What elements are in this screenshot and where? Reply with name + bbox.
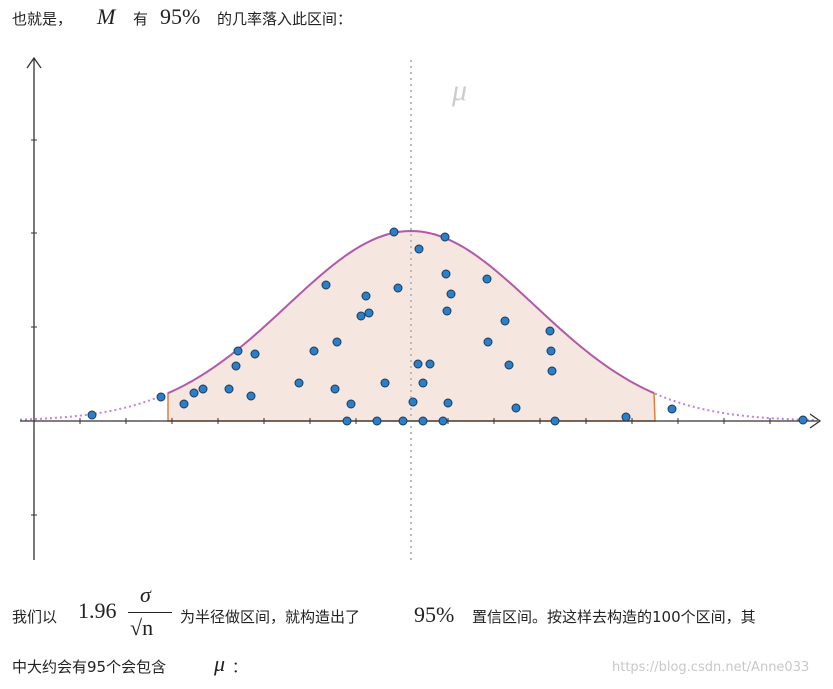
sample-point: [621, 412, 631, 422]
sample-point: [483, 337, 493, 347]
sample-point: [346, 399, 356, 409]
sample-point: [443, 398, 453, 408]
math: M: [97, 4, 116, 29]
mu-label: μ: [451, 74, 467, 107]
math: μ: [214, 651, 226, 676]
sample-point: [380, 378, 390, 388]
density-curve: [654, 392, 814, 421]
sample-point: [414, 244, 424, 254]
sample-point: [500, 316, 510, 326]
text: 置信区间。按这样去构造的100个区间，其: [472, 608, 756, 626]
math: 95%: [414, 602, 455, 627]
sample-point: [446, 289, 456, 299]
sample-point: [425, 359, 435, 369]
math: σ: [140, 582, 151, 607]
watermark: https://blog.csdn.net/Anne033: [612, 660, 810, 675]
math: √n: [130, 615, 154, 640]
sample-point: [440, 232, 450, 242]
sample-point: [231, 361, 241, 371]
sample-point: [511, 403, 521, 413]
sample-point: [408, 397, 418, 407]
sample-point: [224, 384, 234, 394]
sample-point: [667, 404, 677, 414]
math: 1.96: [78, 598, 117, 623]
sample-point: [321, 280, 331, 290]
sample-point: [504, 360, 514, 370]
sample-point: [330, 384, 340, 394]
text: 有: [133, 10, 149, 28]
sample-point: [198, 384, 208, 394]
y-arrow: [26, 56, 42, 69]
sample-point: [418, 378, 428, 388]
text: 为半径做区间，就构造出了: [180, 608, 361, 626]
text: 的几率落入此区间：: [217, 10, 353, 28]
sample-point: [413, 359, 423, 369]
density-curve: [167, 229, 655, 395]
text: 也就是，: [12, 10, 73, 28]
sample-point: [550, 416, 560, 426]
text: 中大约会有95个会包含: [12, 658, 167, 676]
sample-point: [294, 378, 304, 388]
sample-point: [361, 291, 371, 301]
sample-point: [364, 308, 374, 318]
sample-point: [332, 337, 342, 347]
sample-point: [389, 227, 399, 237]
sample-point: [545, 326, 555, 336]
sample-point: [398, 416, 408, 426]
sample-point: [250, 349, 260, 359]
figure-group: [19, 56, 822, 560]
sample-point: [438, 416, 448, 426]
text: ：: [232, 658, 248, 676]
sample-point: [356, 311, 366, 321]
sample-point: [342, 416, 352, 426]
sample-point: [393, 283, 403, 293]
sample-point: [233, 346, 243, 356]
sample-point: [156, 392, 166, 402]
fraction-bar: [128, 612, 172, 613]
sample-point: [546, 346, 556, 356]
sample-point: [246, 391, 256, 401]
sample-point: [179, 399, 189, 409]
x-arrow: [809, 413, 822, 429]
normal-figure: μ: [19, 56, 822, 560]
sample-point: [87, 410, 97, 420]
sample-point: [309, 346, 319, 356]
sample-point: [547, 366, 557, 376]
sample-point: [189, 388, 199, 398]
sample-point: [798, 415, 808, 425]
sample-point: [372, 416, 382, 426]
sample-point: [442, 306, 452, 316]
sample-point: [418, 416, 428, 426]
sample-point: [482, 274, 492, 284]
sample-point: [441, 269, 451, 279]
text: 我们以: [12, 608, 58, 626]
math: 95%: [160, 4, 201, 29]
